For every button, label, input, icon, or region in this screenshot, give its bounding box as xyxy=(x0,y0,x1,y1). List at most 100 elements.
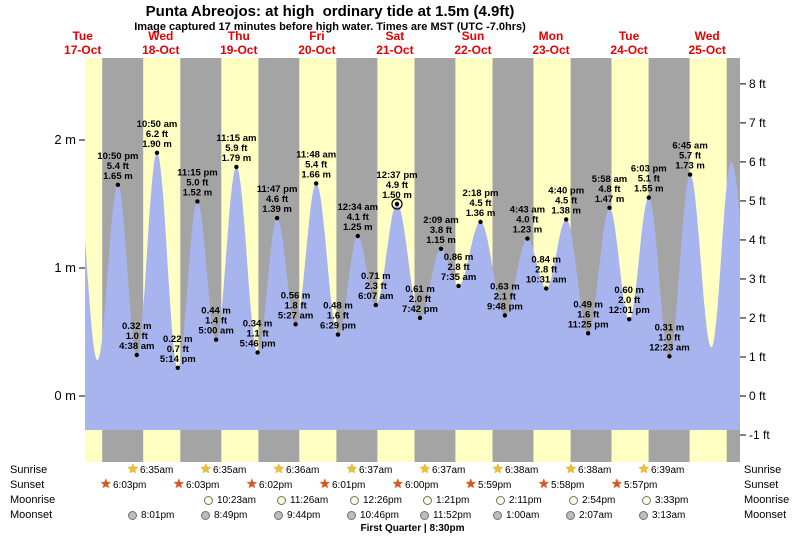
sunset-star-icon: ★ xyxy=(611,476,623,491)
day-label-dow: Fri xyxy=(309,29,324,43)
tide-extreme-label-line: 2.8 ft xyxy=(448,262,471,273)
sunrise-time: 6:38am xyxy=(578,465,612,476)
tide-extreme-label-line: 4.1 ft xyxy=(347,212,370,223)
tide-extreme-label-line: 1.15 m xyxy=(426,235,456,246)
tide-extreme-label-line: 11:15 am xyxy=(216,133,256,144)
moonrise-icon xyxy=(569,496,578,505)
moonset-icon xyxy=(566,511,575,520)
astro-label-left-sunrise: Sunrise xyxy=(10,464,48,476)
tide-extreme-dot xyxy=(586,331,591,336)
moonset-time: 3:13am xyxy=(652,510,686,521)
tide-extreme-label-line: 11:48 am xyxy=(296,150,336,161)
tide-extreme-label-line: 2.0 ft xyxy=(409,294,432,305)
moonset-icon xyxy=(201,511,210,520)
astro-label-right-moonset: Moonset xyxy=(744,509,787,521)
page-subtitle: Image captured 17 minutes before high wa… xyxy=(134,21,526,33)
tide-extreme-dot xyxy=(115,182,121,187)
sunrise-time: 6:39am xyxy=(651,465,685,476)
day-label-date: 19-Oct xyxy=(220,43,257,57)
right-axis-tick-label: 8 ft xyxy=(749,77,766,91)
tide-extreme-label-line: 0.22 m xyxy=(163,334,193,345)
tide-extreme-label-line: 12:23 am xyxy=(649,342,690,353)
moonset-time: 8:01pm xyxy=(141,510,175,521)
tide-extreme-label-line: 10:50 am xyxy=(137,119,178,130)
sunset-star-icon: ★ xyxy=(100,476,112,491)
sunrise-star-icon: ★ xyxy=(419,461,431,476)
day-label-date: 23-Oct xyxy=(532,43,569,57)
moonset-icon xyxy=(347,511,356,520)
moonrise-icon xyxy=(496,496,505,505)
tide-extreme-dot xyxy=(213,337,219,342)
sunrise-time: 6:36am xyxy=(286,465,320,476)
moonrise-time: 12:26pm xyxy=(363,495,402,506)
sunset-time: 6:02pm xyxy=(259,480,293,491)
tide-extreme-label-line: 2:09 am xyxy=(423,215,458,226)
moonset-time: 1:00am xyxy=(506,510,540,521)
tide-extreme-label-line: 0.7 ft xyxy=(167,344,190,355)
astro-label-right-moonrise: Moonrise xyxy=(744,494,790,506)
sunrise-star-icon: ★ xyxy=(346,461,358,476)
day-label-dow: Wed xyxy=(148,29,173,43)
day-label-dow: Sun xyxy=(462,29,485,43)
tide-extreme-label-line: 5:46 pm xyxy=(240,339,276,350)
moonrise-icon xyxy=(350,496,359,505)
moonrise-time: 1:21pm xyxy=(436,495,470,506)
sunset-star-icon: ★ xyxy=(173,476,185,491)
tide-extreme-label-line: 10:31 am xyxy=(526,275,567,286)
sunrise-time: 6:37am xyxy=(432,465,466,476)
sunrise-star-icon: ★ xyxy=(273,461,285,476)
tide-extreme-dot xyxy=(394,201,400,207)
sunset-star-icon: ★ xyxy=(465,476,477,491)
day-label-date: 18-Oct xyxy=(142,43,179,57)
tide-extreme-label-line: 2.8 ft xyxy=(535,265,558,276)
astro-label-left-sunset: Sunset xyxy=(10,479,45,491)
day-label-date: 20-Oct xyxy=(298,43,335,57)
tide-extreme-label-line: 1.8 ft xyxy=(285,300,308,311)
tide-extreme-label-line: 2.0 ft xyxy=(618,295,641,306)
sunset-time: 5:57pm xyxy=(624,480,658,491)
moon-phase-footer: First Quarter | 8:30pm xyxy=(360,523,465,534)
day-label-dow: Wed xyxy=(695,29,720,43)
day-label-dow: Mon xyxy=(539,29,564,43)
moonset-icon xyxy=(420,511,429,520)
tide-extreme-label-line: 0.49 m xyxy=(573,299,603,310)
tide-extreme-dot xyxy=(456,283,461,289)
left-axis-tick-label: 0 m xyxy=(54,388,76,403)
sunrise-star-icon: ★ xyxy=(638,461,650,476)
current-tide-marker-icon xyxy=(391,198,403,210)
tide-extreme-label-line: 4:38 am xyxy=(119,341,154,352)
tide-extreme-label-line: 1.79 m xyxy=(222,153,252,164)
tide-extreme-dot xyxy=(373,302,378,308)
tide-extreme-label-line: 0.63 m xyxy=(490,281,520,292)
tide-extreme-label-line: 5.4 ft xyxy=(107,161,130,172)
sunrise-star-icon: ★ xyxy=(492,461,504,476)
tide-extreme-label-line: 7:42 pm xyxy=(402,304,438,315)
day-label-dow: Tue xyxy=(72,29,93,43)
tide-extreme-label-line: 1.6 ft xyxy=(327,311,350,322)
tide-extreme-label-line: 5:27 am xyxy=(278,310,313,321)
day-label-dow: Thu xyxy=(228,29,250,43)
tide-extreme-label-line: 1.4 ft xyxy=(205,316,228,327)
tide-extreme-label-line: 12:34 am xyxy=(337,202,378,213)
tide-extreme-dot xyxy=(154,150,160,155)
tide-extreme-label-line: 1.25 m xyxy=(343,222,373,233)
tide-extreme-dot xyxy=(175,365,180,370)
tide-curve-area xyxy=(85,153,740,430)
tide-extreme-label-line: 2:18 pm xyxy=(463,188,499,199)
moonset-time: 10:46pm xyxy=(360,510,399,521)
day-label-date: 21-Oct xyxy=(376,43,413,57)
sunset-star-icon: ★ xyxy=(246,476,258,491)
left-axis-tick-label: 1 m xyxy=(54,260,76,275)
tide-extreme-dot xyxy=(667,354,672,359)
tide-extreme-label-line: 0.48 m xyxy=(323,301,353,312)
moonset-time: 2:07am xyxy=(579,510,613,521)
tide-extreme-label-line: 4.8 ft xyxy=(598,184,621,195)
tide-extreme-label-line: 0.60 m xyxy=(614,285,644,296)
tide-extreme-label-line: 6.2 ft xyxy=(146,129,169,140)
tide-extreme-dot xyxy=(438,246,444,251)
page-title: Punta Abreojos: at high ordinary tide at… xyxy=(145,3,515,20)
day-label-date: 25-Oct xyxy=(689,43,726,57)
tide-extreme-label-line: 1.6 ft xyxy=(577,309,600,320)
tide-extreme-label-line: 1.66 m xyxy=(301,170,331,181)
